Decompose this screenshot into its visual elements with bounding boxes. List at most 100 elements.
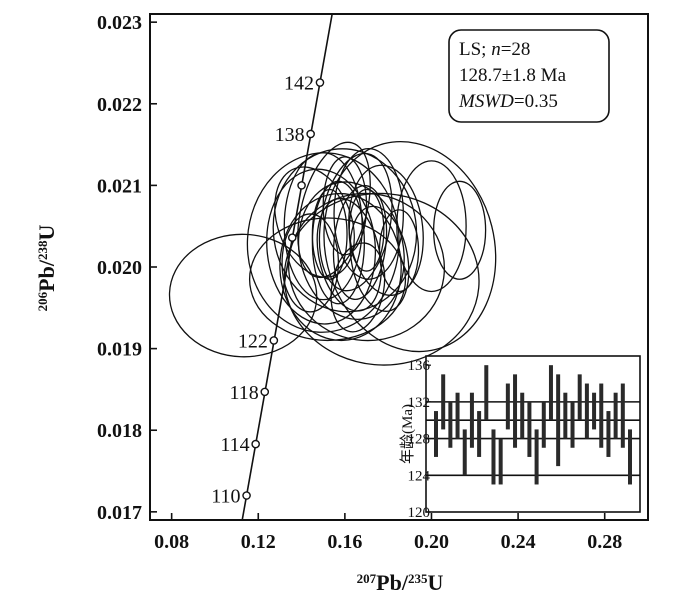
y-tick-label: 0.023 (97, 12, 142, 34)
age-error-bar (599, 383, 604, 448)
age-error-bar (613, 392, 618, 439)
age-error-bar (534, 429, 539, 485)
error-ellipse (432, 180, 487, 280)
plot-frame (149, 13, 649, 521)
x-title-base1: Pb/ (376, 570, 409, 595)
age-error-bar (556, 374, 561, 467)
error-ellipse (283, 192, 480, 366)
x-title-base2: U (427, 570, 443, 595)
error-ellipse (323, 140, 497, 353)
annotation-frame (448, 29, 610, 123)
error-ellipse (333, 148, 404, 280)
error-ellipse (283, 152, 363, 301)
y-tick-label: 0.018 (97, 420, 142, 442)
inset-reference-lines (426, 401, 640, 477)
age-error-bar (434, 411, 438, 457)
age-error-bar (469, 392, 474, 448)
error-ellipse (316, 197, 382, 312)
error-ellipse (396, 160, 467, 293)
error-ellipse (248, 217, 407, 342)
age-marker-label: 114 (220, 434, 249, 456)
x-tick-label: 0.20 (414, 531, 449, 553)
age-error-bar (462, 429, 467, 476)
inset-tick-label: 132 (408, 395, 431, 411)
inset-tick-label: 120 (408, 505, 431, 521)
age-labels: 110 114 118 122 138 142 (211, 73, 314, 508)
age-marker (315, 78, 325, 87)
age-error-bar (477, 411, 482, 457)
age-error-bar (527, 401, 532, 457)
error-ellipse (332, 184, 388, 301)
age-marker-label: 110 (211, 486, 240, 508)
age-error-bar (628, 429, 632, 485)
x-title-sup2: 235 (408, 571, 428, 586)
inset-tick-label: 124 (408, 468, 431, 484)
concordia-curve (241, 14, 333, 520)
age-marker-label: 142 (284, 73, 314, 95)
inset-error-bars (434, 365, 632, 485)
age-error-bar (484, 365, 489, 421)
annotation-line-1-italic: n (491, 39, 501, 60)
error-ellipse (330, 242, 386, 333)
inset-tick-label: 136 (408, 358, 431, 374)
age-error-bar (520, 392, 525, 439)
age-marker (269, 336, 279, 345)
age-marker (287, 233, 297, 242)
concordia (241, 14, 333, 520)
error-ellipse (378, 209, 420, 293)
inset-tick-label: 128 (408, 432, 431, 448)
x-tick-label: 0.24 (501, 531, 536, 553)
age-error-bar (620, 383, 625, 448)
inset-frame (425, 355, 641, 513)
age-error-bar (548, 365, 553, 421)
age-error-bar (541, 401, 546, 448)
age-marker (260, 387, 270, 397)
age-error-bar (606, 411, 611, 457)
y-title-sup2: 238 (35, 240, 50, 260)
age-error-bar (577, 374, 582, 421)
age-marker-label: 138 (275, 124, 305, 146)
age-error-bar (584, 383, 589, 439)
error-ellipse (281, 213, 340, 313)
y-title-base2: U (34, 225, 59, 241)
x-axis-title: 207Pb/235U (357, 570, 444, 595)
axis-ticks: 0.08 0.12 0.16 0.20 0.24 0.28 0.017 0.018 0.019 0… (97, 12, 622, 553)
error-ellipse (279, 192, 402, 342)
age-error-bar (448, 401, 453, 448)
y-tick-label: 0.019 (97, 339, 142, 361)
age-error-bar (498, 438, 503, 485)
y-tick-label: 0.022 (97, 94, 142, 116)
error-ellipse (348, 188, 385, 272)
y-axis-title: 206Pb/238U (34, 225, 59, 312)
age-error-bar (513, 374, 518, 448)
annotation-box: LS; n=28 128.7±1.8 Ma MSWD=0.35 (448, 29, 610, 123)
age-error-bar (441, 374, 446, 430)
inset-background (426, 356, 640, 512)
y-tick-label: 0.021 (97, 175, 142, 197)
age-error-bar (455, 392, 460, 439)
age-error-bar (570, 401, 575, 448)
error-ellipse (311, 188, 348, 280)
age-marker (306, 129, 315, 139)
inset-y-title: 年龄(Ma) (399, 404, 416, 464)
age-marker-label: 118 (229, 382, 258, 404)
age-error-bar (491, 429, 496, 485)
x-title-sup1: 207 (357, 571, 377, 586)
x-tick-label: 0.12 (241, 531, 276, 553)
annotation-line-3-italic: MSWD (458, 91, 514, 112)
age-error-bar (592, 392, 597, 430)
age-marker (242, 491, 251, 500)
error-ellipses (168, 140, 497, 366)
error-ellipse (266, 168, 377, 325)
inset-ticks: 120 124 128 132 136 (408, 358, 431, 521)
age-marker-label: 122 (238, 330, 268, 352)
age-marker (251, 439, 260, 449)
age-marker (297, 181, 306, 190)
annotation-line-1: LS; n=28 (459, 39, 530, 60)
age-error-bar (563, 392, 568, 439)
x-tick-label: 0.08 (154, 531, 189, 553)
annotation-line-1-suffix: =28 (501, 39, 531, 60)
age-inset: 120 124 128 132 136 年龄(Ma) (399, 355, 641, 521)
annotation-line-1-prefix: LS; (459, 39, 491, 60)
annotation-line-2: 128.7±1.8 Ma (459, 65, 567, 86)
